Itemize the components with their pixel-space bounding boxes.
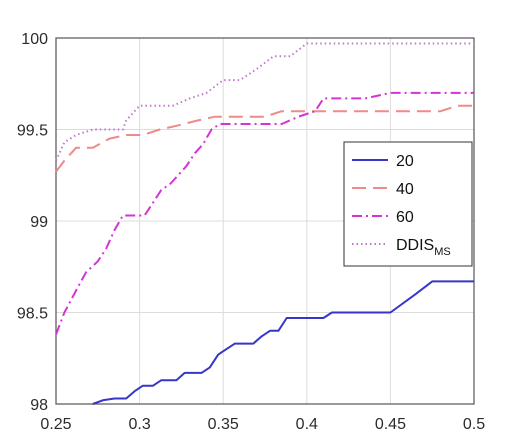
legend-label-60: 60: [396, 209, 414, 226]
series-DDIS_MS: [55, 42, 474, 162]
legend-label-40: 40: [396, 181, 414, 198]
x-tick-label: 0.4: [296, 416, 318, 433]
legend-label-20: 20: [396, 153, 414, 170]
x-tick-label: 0.5: [463, 416, 485, 433]
series-line-40: [55, 104, 474, 173]
x-tick-label: 0.25: [40, 416, 71, 433]
x-tick-label: 0.35: [208, 416, 239, 433]
y-tick-label: 99: [30, 214, 48, 231]
legend-box: [343, 141, 473, 267]
series-line-60: [55, 91, 474, 335]
y-tick-label: 99.5: [17, 123, 48, 140]
series-layer: [55, 42, 474, 405]
y-tick-label: 100: [21, 31, 48, 48]
series-60: [55, 91, 474, 335]
y-tick-label: 98: [30, 397, 48, 414]
series-20: [92, 280, 474, 405]
series-line-20: [92, 280, 474, 405]
series-line-DDIS_MS: [55, 42, 474, 162]
tick-labels: 0.25 0.3 0.35 0.4 0.45 0.5 98 98.5 99 99.5 100: [17, 31, 485, 433]
y-tick-label: 98.5: [17, 306, 48, 323]
x-tick-label: 0.3: [128, 416, 150, 433]
series-40: [55, 104, 474, 173]
x-tick-label: 0.45: [375, 416, 406, 433]
plot-frame: [55, 37, 475, 405]
